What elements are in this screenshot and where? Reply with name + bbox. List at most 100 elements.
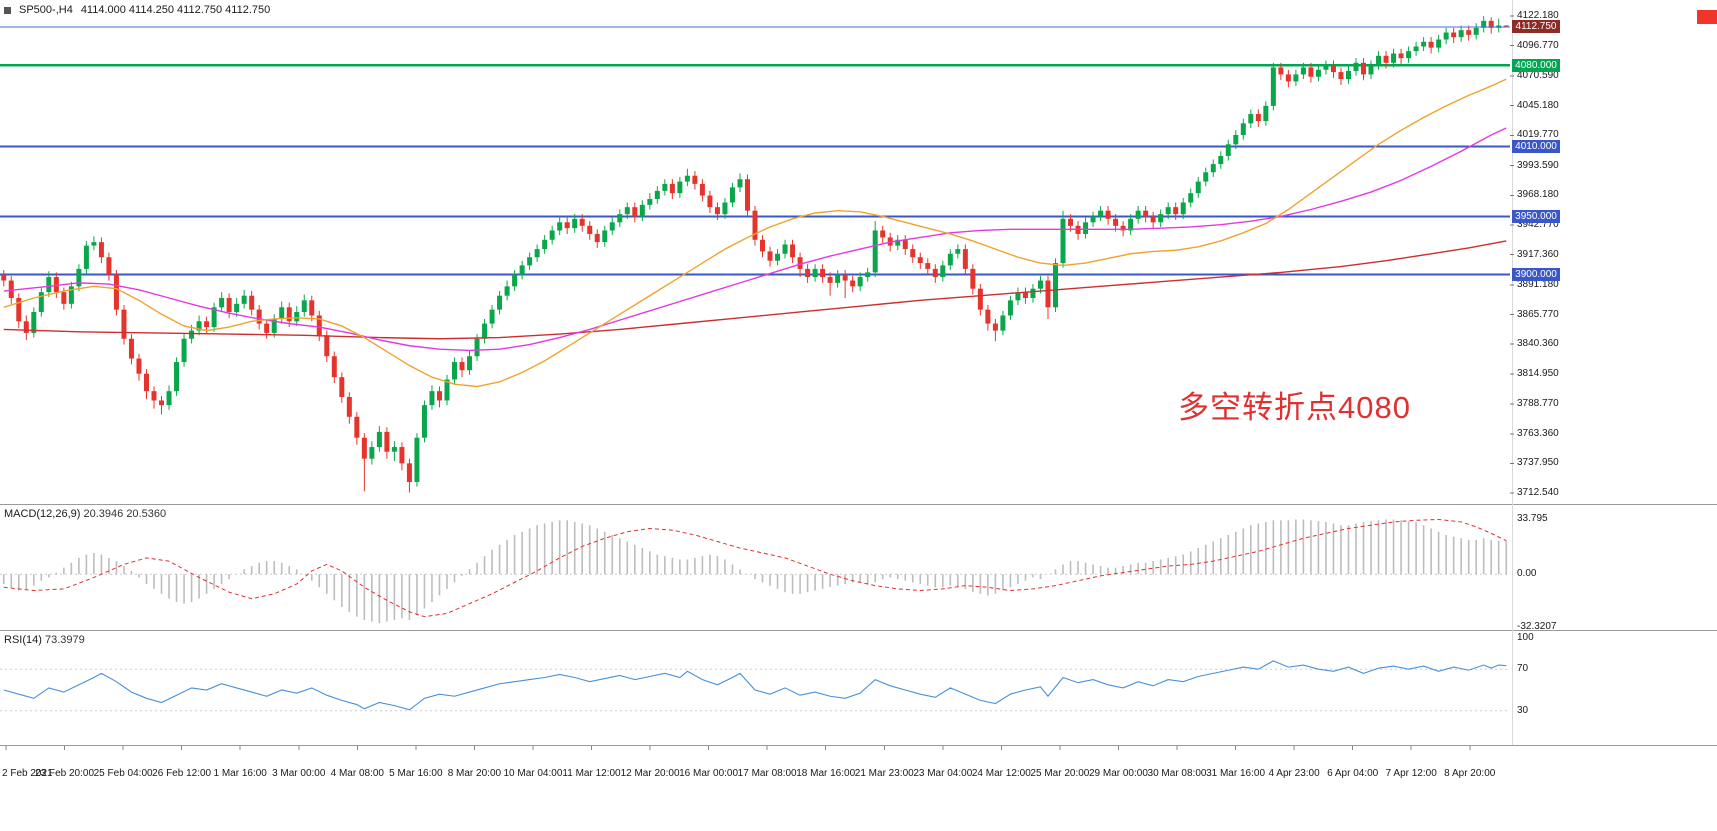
time-axis-label[interactable]: 29 Mar 00:00 [1088, 768, 1148, 779]
time-axis-label[interactable]: 11 Mar 12:00 [562, 768, 621, 779]
candle-body [68, 286, 74, 304]
time-axis-label[interactable]: 30 Mar 08:00 [1147, 768, 1207, 779]
price-axis-label[interactable]: 4019.770 [1517, 129, 1559, 141]
time-axis-label[interactable]: 3 Mar 00:00 [272, 768, 326, 779]
candle-body [729, 187, 735, 203]
candle-body [504, 286, 510, 296]
candle-body [992, 323, 998, 331]
candle-body [760, 239, 766, 252]
candle-body [850, 280, 856, 287]
price-axis-label[interactable]: 3865.770 [1517, 308, 1559, 320]
candle-body [497, 295, 503, 310]
time-axis-label[interactable]: 10 Mar 04:00 [503, 768, 563, 779]
candle-body [1391, 53, 1397, 63]
candle-body [512, 274, 518, 287]
candle-body [977, 288, 983, 310]
time-axis-label[interactable]: 7 Apr 12:00 [1385, 768, 1437, 779]
macd-histogram [2, 519, 1508, 624]
rsi-indicator-label: RSI(14) 73.3979 [4, 634, 85, 646]
time-axis-label[interactable]: 12 Mar 20:00 [620, 768, 680, 779]
time-axis-label[interactable]: 25 Mar 20:00 [1030, 768, 1090, 779]
time-axis-label[interactable]: 23 Feb 20:00 [35, 768, 95, 779]
price-axis-label[interactable]: 3968.180 [1517, 189, 1559, 201]
time-axis-label[interactable]: 1 Mar 16:00 [213, 768, 267, 779]
time-axis-label[interactable]: 8 Mar 20:00 [447, 768, 502, 779]
time-axis-label[interactable]: 2 Feb 2021 [2, 768, 53, 779]
price-axis-label[interactable]: 4096.770 [1517, 39, 1559, 51]
candle-body [1052, 263, 1058, 308]
candle-body [684, 175, 690, 182]
annotation-text: 多空转折点4080 [1178, 390, 1411, 425]
time-axis-label[interactable]: 17 Mar 08:00 [737, 768, 797, 779]
price-axis-label[interactable]: 3737.950 [1517, 457, 1559, 469]
candle-body [1458, 30, 1464, 38]
candle-body [196, 321, 202, 331]
candle-body [294, 311, 300, 322]
candle-body [564, 222, 570, 229]
rsi-axis-label: 30 [1517, 704, 1529, 716]
price-axis-label[interactable]: 3763.360 [1517, 427, 1559, 439]
price-axis-label[interactable]: 3840.360 [1517, 338, 1559, 350]
time-axis-label[interactable]: 16 Mar 00:00 [679, 768, 739, 779]
price-axis-label[interactable]: 3788.770 [1517, 398, 1559, 410]
time-axis-label[interactable]: 8 Apr 20:00 [1444, 768, 1496, 779]
time-axis-label[interactable]: 31 Mar 16:00 [1206, 768, 1266, 779]
candle-body [1000, 315, 1006, 331]
price-axis-label[interactable]: 3712.540 [1517, 487, 1559, 498]
price-axis-label[interactable]: 3814.950 [1517, 367, 1559, 379]
candle-body [902, 239, 908, 250]
candle-body [519, 265, 525, 275]
candle-body [707, 195, 713, 208]
candle-body [384, 431, 390, 452]
candle-body [241, 295, 247, 304]
current-price-badge: 4112.750 [1512, 20, 1560, 34]
candle-body [1398, 53, 1404, 59]
candle-body [1413, 46, 1419, 52]
candle-body [857, 277, 863, 287]
candle-body [1338, 72, 1344, 80]
candle-body [1022, 292, 1028, 299]
time-axis-label[interactable]: 26 Feb 12:00 [152, 768, 212, 779]
candle-body [1308, 67, 1314, 77]
candle-body [1218, 155, 1224, 165]
candle-body [1443, 32, 1449, 40]
macd-axis-label: 0.00 [1517, 568, 1537, 580]
time-axis-label[interactable]: 4 Mar 08:00 [330, 768, 384, 779]
candle-body [1368, 65, 1374, 75]
price-axis-label[interactable]: 4045.180 [1517, 99, 1559, 111]
time-axis-label[interactable]: 5 Mar 16:00 [389, 768, 443, 779]
candle-body [1128, 218, 1134, 231]
candle-body [406, 463, 412, 482]
price-axis-label[interactable]: 3891.180 [1517, 278, 1559, 290]
candle-body [309, 300, 315, 316]
macd-title: MACD(12,26,9) [4, 508, 81, 520]
candle-body [1143, 210, 1149, 217]
price-axis-label[interactable]: 3917.360 [1517, 248, 1559, 260]
time-axis-label[interactable]: 6 Apr 04:00 [1327, 768, 1379, 779]
candle-body [459, 362, 465, 371]
macd-signal-value: 20.5360 [126, 508, 167, 520]
time-axis-label[interactable]: 24 Mar 12:00 [971, 768, 1031, 779]
level-price-badge: 3900.000 [1512, 268, 1560, 282]
price-axis-label[interactable]: 3942.770 [1517, 218, 1559, 230]
candle-body [1293, 74, 1299, 82]
candle-body [549, 230, 555, 240]
candle-body [106, 257, 112, 275]
candle-body [827, 277, 833, 283]
candle-body [83, 245, 89, 269]
time-axis-label[interactable]: 25 Feb 04:00 [93, 768, 153, 779]
price-axis-label[interactable]: 3993.590 [1517, 159, 1559, 171]
candle-body [910, 249, 916, 258]
candle-body [128, 338, 134, 359]
candle-body [1345, 70, 1351, 80]
time-axis-label[interactable]: 21 Mar 23:00 [854, 768, 914, 779]
candle-body [534, 249, 540, 258]
candle-body [542, 239, 548, 250]
price-axis-label[interactable]: 4122.180 [1517, 10, 1559, 21]
time-axis-label[interactable]: 23 Mar 04:00 [913, 768, 973, 779]
time-axis-label[interactable]: 4 Apr 23:00 [1268, 768, 1320, 779]
candle-body [204, 321, 210, 328]
price-axis-label[interactable]: 4070.590 [1517, 70, 1559, 82]
time-axis-label[interactable]: 18 Mar 16:00 [796, 768, 856, 779]
